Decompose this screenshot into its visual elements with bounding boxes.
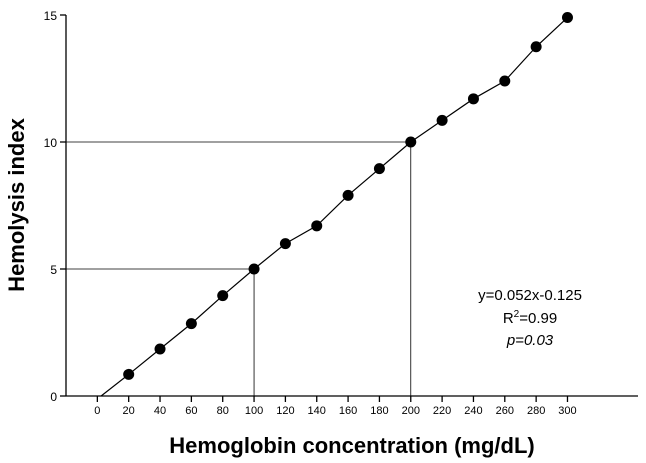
equation-label: y=0.052x-0.125 <box>478 287 582 304</box>
r-squared-label: R2=0.99 <box>503 309 557 327</box>
y-axis-title: Hemolysis index <box>4 117 29 291</box>
y-ticks: 0 5 10 15 <box>44 9 66 404</box>
data-point <box>436 114 448 126</box>
x-tick-label: 20 <box>123 405 135 417</box>
x-tick-label: 220 <box>433 405 451 417</box>
axes <box>65 15 638 397</box>
data-point <box>373 163 385 175</box>
regression-annotation: y=0.052x-0.125 R2=0.99 p=0.03 <box>478 287 582 349</box>
x-tick-label: 280 <box>527 405 545 417</box>
reference-lines <box>66 141 412 396</box>
x-tick-label: 60 <box>185 405 197 417</box>
data-point <box>467 93 479 105</box>
data-point <box>123 368 135 380</box>
x-tick-label: 140 <box>308 405 326 417</box>
x-tick-label: 260 <box>496 405 514 417</box>
data-point <box>248 263 260 275</box>
x-tick-label: 0 <box>94 405 100 417</box>
data-series <box>100 12 573 397</box>
y-tick-label: 0 <box>50 390 57 404</box>
data-point <box>217 290 229 302</box>
data-point <box>311 220 323 232</box>
data-point <box>405 136 417 148</box>
y-tick-label: 10 <box>44 136 58 150</box>
y-tick-label: 5 <box>50 263 57 277</box>
x-tick-label: 80 <box>217 405 229 417</box>
data-point <box>185 318 197 330</box>
data-point <box>561 12 573 24</box>
x-tick-label: 120 <box>276 405 294 417</box>
x-tick-label: 240 <box>464 405 482 417</box>
x-tick-label: 160 <box>339 405 357 417</box>
data-point <box>154 343 166 355</box>
x-tick-label: 300 <box>558 405 576 417</box>
x-ticks: 0 20 40 60 80 100 120 140 160 180 200 220 240 260 280 3… <box>94 396 577 417</box>
data-point <box>279 238 291 250</box>
data-point <box>342 189 354 201</box>
y-tick-label: 15 <box>44 9 58 23</box>
series-line <box>100 17 568 397</box>
x-tick-label: 200 <box>402 405 420 417</box>
p-value-label: p=0.03 <box>506 332 554 349</box>
x-tick-label: 40 <box>154 405 166 417</box>
x-tick-label: 100 <box>245 405 263 417</box>
x-tick-label: 180 <box>370 405 388 417</box>
x-axis-title: Hemoglobin concentration (mg/dL) <box>169 433 534 458</box>
data-point <box>530 41 542 53</box>
data-point <box>499 75 511 87</box>
